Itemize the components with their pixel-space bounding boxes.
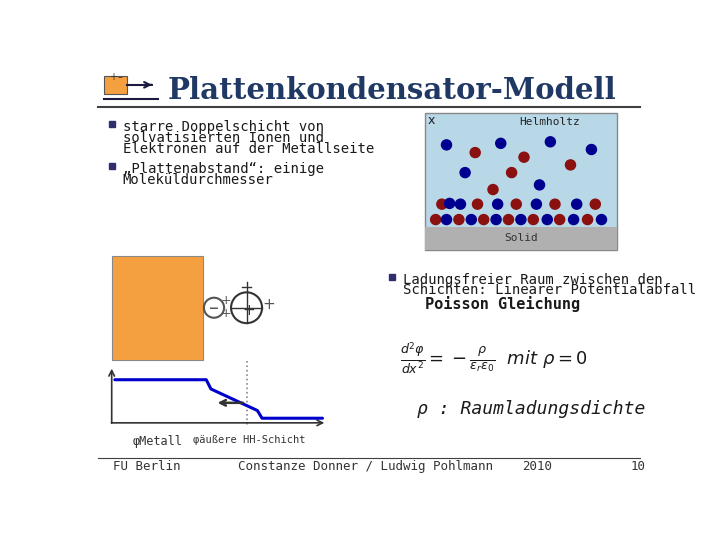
Text: Poisson Gleichung: Poisson Gleichung (425, 296, 580, 312)
Circle shape (554, 214, 564, 225)
Circle shape (596, 214, 606, 225)
Text: „Plattenabstand“: einige: „Plattenabstand“: einige (122, 162, 323, 176)
Text: ρ : Raumladungsdichte: ρ : Raumladungsdichte (417, 400, 645, 418)
Circle shape (492, 199, 503, 209)
Text: 2010: 2010 (523, 460, 552, 473)
Text: Helmholtz: Helmholtz (519, 117, 580, 127)
Circle shape (534, 180, 544, 190)
Text: φMetall: φMetall (132, 435, 182, 448)
Circle shape (441, 140, 451, 150)
Circle shape (503, 214, 513, 225)
Circle shape (495, 138, 505, 149)
Text: Schichten: Linearer Potentialabfall: Schichten: Linearer Potentialabfall (403, 284, 696, 298)
Circle shape (519, 152, 529, 162)
Circle shape (437, 199, 447, 209)
Text: x: x (427, 114, 435, 127)
Circle shape (542, 214, 552, 225)
Text: Ladungsfreier Raum zwischen den: Ladungsfreier Raum zwischen den (403, 273, 662, 287)
Circle shape (444, 198, 454, 208)
Circle shape (488, 185, 498, 194)
Circle shape (456, 199, 466, 209)
Text: +: + (109, 72, 117, 82)
Text: FU Berlin: FU Berlin (113, 460, 181, 473)
Text: +: + (243, 302, 256, 318)
Circle shape (590, 199, 600, 209)
Circle shape (550, 199, 560, 209)
Circle shape (545, 137, 555, 147)
Circle shape (431, 214, 441, 225)
Circle shape (479, 214, 489, 225)
Text: Elektronen auf der Metallseite: Elektronen auf der Metallseite (122, 142, 374, 156)
Text: +: + (262, 297, 274, 312)
Text: +: + (221, 307, 232, 320)
Circle shape (572, 199, 582, 209)
Circle shape (531, 199, 541, 209)
Text: starre Doppelschicht von: starre Doppelschicht von (122, 120, 323, 134)
Circle shape (472, 199, 482, 209)
Circle shape (586, 145, 596, 154)
Text: 10: 10 (631, 460, 646, 473)
Circle shape (454, 214, 464, 225)
Circle shape (507, 167, 517, 178)
Text: Solid: Solid (504, 233, 538, 243)
Bar (425, 226, 617, 249)
Circle shape (528, 214, 539, 225)
Bar (112, 256, 203, 360)
Text: Constanze Donner / Ludwig Pohlmann: Constanze Donner / Ludwig Pohlmann (238, 460, 492, 473)
Text: φäußere HH-Schicht: φäußere HH-Schicht (194, 435, 306, 445)
Text: –: – (209, 299, 219, 318)
Circle shape (511, 199, 521, 209)
Text: solvatisierten Ionen und: solvatisierten Ionen und (122, 131, 323, 145)
Circle shape (441, 214, 451, 225)
Text: Moleküldurchmesser: Moleküldurchmesser (122, 173, 274, 187)
Circle shape (470, 147, 480, 158)
Circle shape (460, 167, 470, 178)
Text: Plattenkondensator-Modell: Plattenkondensator-Modell (168, 76, 616, 105)
Text: +: + (221, 294, 232, 307)
Circle shape (569, 214, 579, 225)
Circle shape (582, 214, 593, 225)
Text: –: – (117, 72, 122, 82)
Bar (104, 76, 127, 94)
Bar (425, 112, 617, 249)
Text: $\frac{d^2\varphi}{dx^2} = -\frac{\rho}{\varepsilon_r \varepsilon_0}$  $\mathit{: $\frac{d^2\varphi}{dx^2} = -\frac{\rho}{… (400, 340, 588, 377)
Circle shape (467, 214, 477, 225)
Circle shape (491, 214, 501, 225)
Circle shape (516, 214, 526, 225)
Circle shape (565, 160, 575, 170)
